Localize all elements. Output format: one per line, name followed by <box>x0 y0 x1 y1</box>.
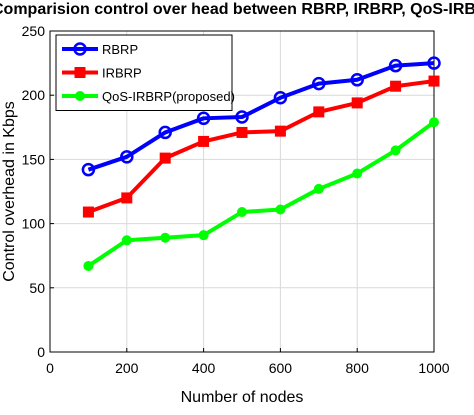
series-qos-irbrp-proposed <box>83 117 439 271</box>
data-point <box>390 80 402 92</box>
data-point <box>83 260 94 271</box>
legend-label: IRBRP <box>102 66 142 81</box>
plot-area <box>49 30 435 353</box>
y-tick-label: 50 <box>29 280 45 296</box>
data-point <box>313 183 324 194</box>
data-point <box>198 135 210 147</box>
y-tick-label: 100 <box>22 216 46 232</box>
data-point <box>274 125 286 137</box>
series-group <box>81 56 441 271</box>
data-point <box>158 125 172 140</box>
data-point <box>235 110 249 124</box>
series-line <box>87 79 435 214</box>
data-point <box>81 162 96 177</box>
data-point <box>352 168 363 179</box>
axis-ticks: 0 200 400 600 800 1000 0 50 100 150 200 250 <box>22 23 450 376</box>
y-tick-label: 250 <box>22 23 46 39</box>
legend-marker <box>75 91 85 101</box>
data-point <box>427 56 441 70</box>
data-point <box>351 97 363 109</box>
data-point <box>237 207 247 218</box>
data-point <box>275 204 286 215</box>
x-tick-label: 0 <box>46 360 54 376</box>
data-point <box>121 235 132 246</box>
data-point <box>196 111 211 126</box>
data-point <box>390 145 401 156</box>
y-axis-label: Control overhead in Kbps <box>1 101 18 282</box>
data-point <box>120 150 134 164</box>
data-point <box>350 73 364 87</box>
x-tick-label: 1000 <box>418 360 449 376</box>
y-tick-label: 200 <box>22 87 46 103</box>
legend-marker <box>73 42 87 56</box>
x-tick-label: 800 <box>346 360 370 376</box>
data-point <box>198 230 209 241</box>
data-point <box>160 232 171 243</box>
data-point <box>388 58 403 73</box>
legend-marker <box>74 67 86 78</box>
x-tick-label: 200 <box>115 360 139 376</box>
data-point <box>428 75 440 87</box>
data-point <box>236 126 248 138</box>
data-point <box>312 76 326 91</box>
series-irbrp <box>82 75 440 218</box>
series-line <box>87 61 435 172</box>
data-point <box>82 206 94 218</box>
x-tick-label: 600 <box>269 360 293 376</box>
data-point <box>121 192 133 204</box>
data-point <box>159 152 171 164</box>
x-tick-label: 400 <box>192 360 216 376</box>
legend-label: QoS-IRBRP(proposed) <box>102 89 235 104</box>
data-point <box>313 106 325 118</box>
data-point <box>429 117 439 128</box>
x-axis-label: Number of nodes <box>181 389 304 406</box>
series-rbrp <box>81 56 441 177</box>
legend: RBRP IRBRP QoS-IRBRP(proposed) <box>55 34 235 111</box>
legend-label: RBRP <box>102 42 138 57</box>
chart-title: Comparision control over head between RB… <box>0 1 474 18</box>
y-tick-label: 0 <box>37 344 45 360</box>
data-point <box>273 91 288 105</box>
series-line <box>87 120 436 268</box>
y-tick-label: 150 <box>22 151 46 167</box>
